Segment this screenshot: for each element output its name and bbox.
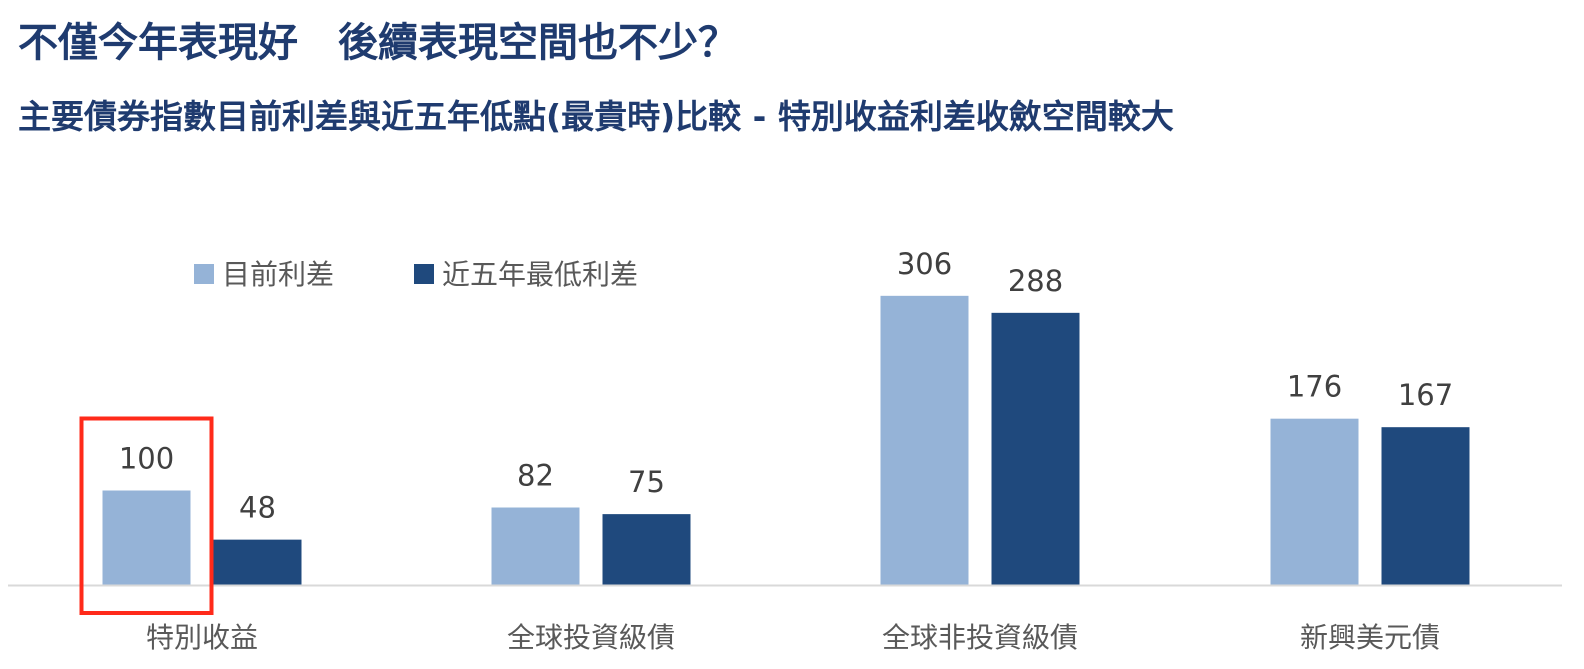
bar-low5y-2 <box>991 312 1080 585</box>
data-label-current-1: 82 <box>517 459 554 493</box>
chart-data-labels: 100 48 82 75 306 288 176 167 <box>119 247 1453 525</box>
legend-label-1: 近五年最低利差 <box>442 258 638 291</box>
category-label-2: 全球非投資級債 <box>882 621 1078 654</box>
data-label-current-0: 100 <box>119 442 174 476</box>
legend-swatch-1 <box>414 264 434 284</box>
data-label-low5y-0: 48 <box>239 491 276 525</box>
data-label-current-2: 306 <box>897 247 952 281</box>
page-title: 不僅今年表現好 後續表現空間也不少？ <box>18 20 738 66</box>
category-label-1: 全球投資級債 <box>507 621 675 654</box>
data-label-low5y-1: 75 <box>628 465 665 499</box>
bar-low5y-0 <box>213 539 302 585</box>
bar-current-2 <box>880 295 969 585</box>
chart-bars <box>102 295 1470 585</box>
data-label-low5y-2: 288 <box>1008 264 1063 298</box>
x-axis-categories: 特別收益 全球投資級債 全球非投資級債 新興美元債 <box>146 621 1440 654</box>
bar-current-0 <box>102 490 191 585</box>
data-label-low5y-3: 167 <box>1398 378 1453 412</box>
page-subtitle: 主要債券指數目前利差與近五年低點(最貴時)比較 - 特別收益利差收斂空間較大 <box>18 97 1174 136</box>
bar-low5y-1 <box>602 514 691 585</box>
legend-label-0: 目前利差 <box>222 258 334 291</box>
bar-current-1 <box>491 507 580 585</box>
bar-low5y-3 <box>1381 427 1470 585</box>
highlight-box <box>79 416 214 615</box>
bar-current-3 <box>1270 418 1359 585</box>
category-label-0: 特別收益 <box>146 621 258 654</box>
data-label-current-3: 176 <box>1287 370 1342 404</box>
chart-legend: 目前利差 近五年最低利差 <box>194 258 638 291</box>
category-label-3: 新興美元債 <box>1300 621 1440 654</box>
legend-swatch-0 <box>194 264 214 284</box>
